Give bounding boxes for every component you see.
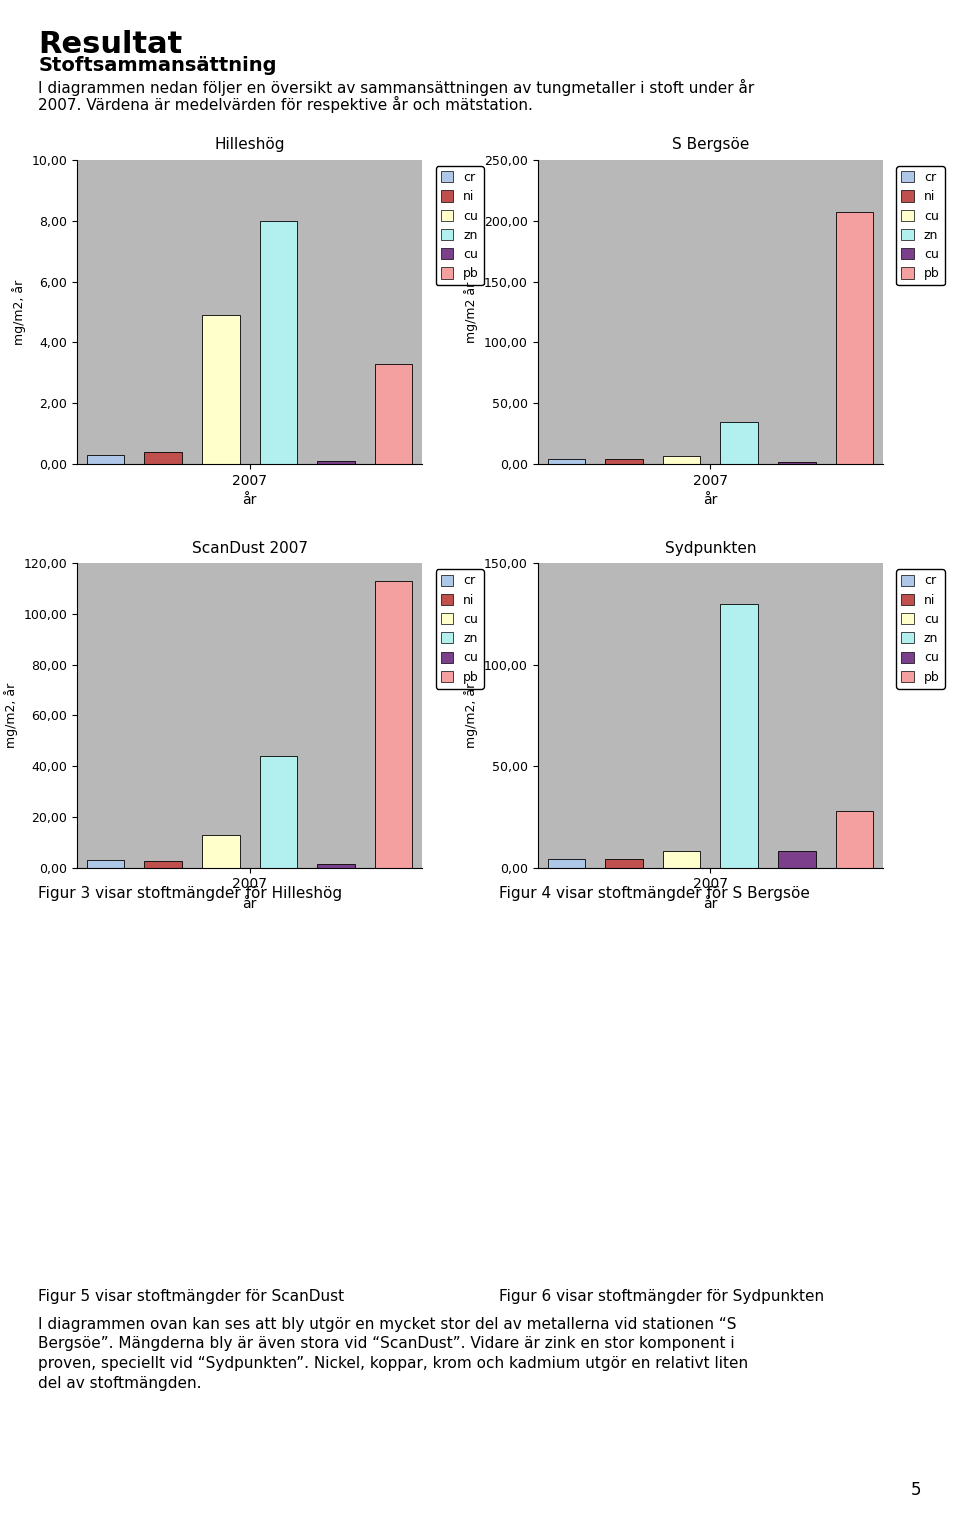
Text: S Bergsöe: S Bergsöe [672, 137, 749, 152]
Text: Stoftsammansättning: Stoftsammansättning [38, 56, 276, 75]
Legend: cr, ni, cu, zn, cu, pb: cr, ni, cu, zn, cu, pb [897, 569, 945, 688]
Bar [374, 581, 413, 868]
Bar [605, 460, 643, 464]
Text: I diagrammen ovan kan ses att bly utgör en mycket stor del av metallerna vid sta: I diagrammen ovan kan ses att bly utgör … [38, 1317, 749, 1391]
Bar [720, 604, 758, 868]
Bar [835, 212, 874, 464]
Bar [605, 860, 643, 868]
Bar [662, 455, 701, 464]
Bar [202, 834, 239, 868]
Text: Figur 4 visar stoftmängder för S Bergsöe: Figur 4 visar stoftmängder för S Bergsöe [499, 886, 810, 901]
Bar [662, 851, 701, 868]
Bar [144, 452, 181, 464]
Text: 5: 5 [911, 1481, 922, 1499]
Text: Figur 6 visar stoftmängder för Sydpunkten: Figur 6 visar stoftmängder för Sydpunkte… [499, 1289, 825, 1304]
X-axis label: år: år [243, 896, 256, 910]
Text: I diagrammen nedan följer en översikt av sammansättningen av tungmetaller i stof: I diagrammen nedan följer en översikt av… [38, 79, 755, 96]
X-axis label: år: år [243, 493, 256, 507]
Bar [317, 461, 354, 464]
Bar [720, 422, 758, 464]
Bar [86, 860, 125, 868]
Legend: cr, ni, cu, zn, cu, pb: cr, ni, cu, zn, cu, pb [897, 166, 945, 285]
Y-axis label: mg/m2, år: mg/m2, år [465, 683, 478, 747]
X-axis label: år: år [704, 493, 717, 507]
Text: Figur 3 visar stoftmängder för Hilleshög: Figur 3 visar stoftmängder för Hilleshög [38, 886, 343, 901]
Legend: cr, ni, cu, zn, cu, pb: cr, ni, cu, zn, cu, pb [436, 166, 484, 285]
Y-axis label: mg/m2, år: mg/m2, år [12, 280, 26, 344]
Text: ScanDust 2007: ScanDust 2007 [192, 540, 307, 556]
Text: Figur 5 visar stoftmängder för ScanDust: Figur 5 visar stoftmängder för ScanDust [38, 1289, 345, 1304]
Y-axis label: mg/m2 år: mg/m2 år [465, 282, 478, 342]
Text: Resultat: Resultat [38, 30, 182, 59]
Bar [86, 455, 125, 464]
Bar [835, 811, 874, 868]
Bar [144, 861, 181, 868]
Bar [547, 860, 586, 868]
Bar [317, 864, 354, 868]
Text: 2007. Värdena är medelvärden för respektive år och mätstation.: 2007. Värdena är medelvärden för respekt… [38, 96, 533, 113]
X-axis label: år: år [704, 896, 717, 910]
Bar [202, 315, 239, 464]
Bar [778, 463, 815, 464]
Text: Sydpunkten: Sydpunkten [664, 540, 756, 556]
Bar [374, 364, 413, 464]
Text: Hilleshög: Hilleshög [214, 137, 285, 152]
Bar [259, 756, 297, 868]
Y-axis label: mg/m2, år: mg/m2, år [4, 683, 17, 747]
Legend: cr, ni, cu, zn, cu, pb: cr, ni, cu, zn, cu, pb [436, 569, 484, 688]
Bar [778, 851, 815, 868]
Bar [547, 460, 586, 464]
Bar [259, 221, 297, 464]
